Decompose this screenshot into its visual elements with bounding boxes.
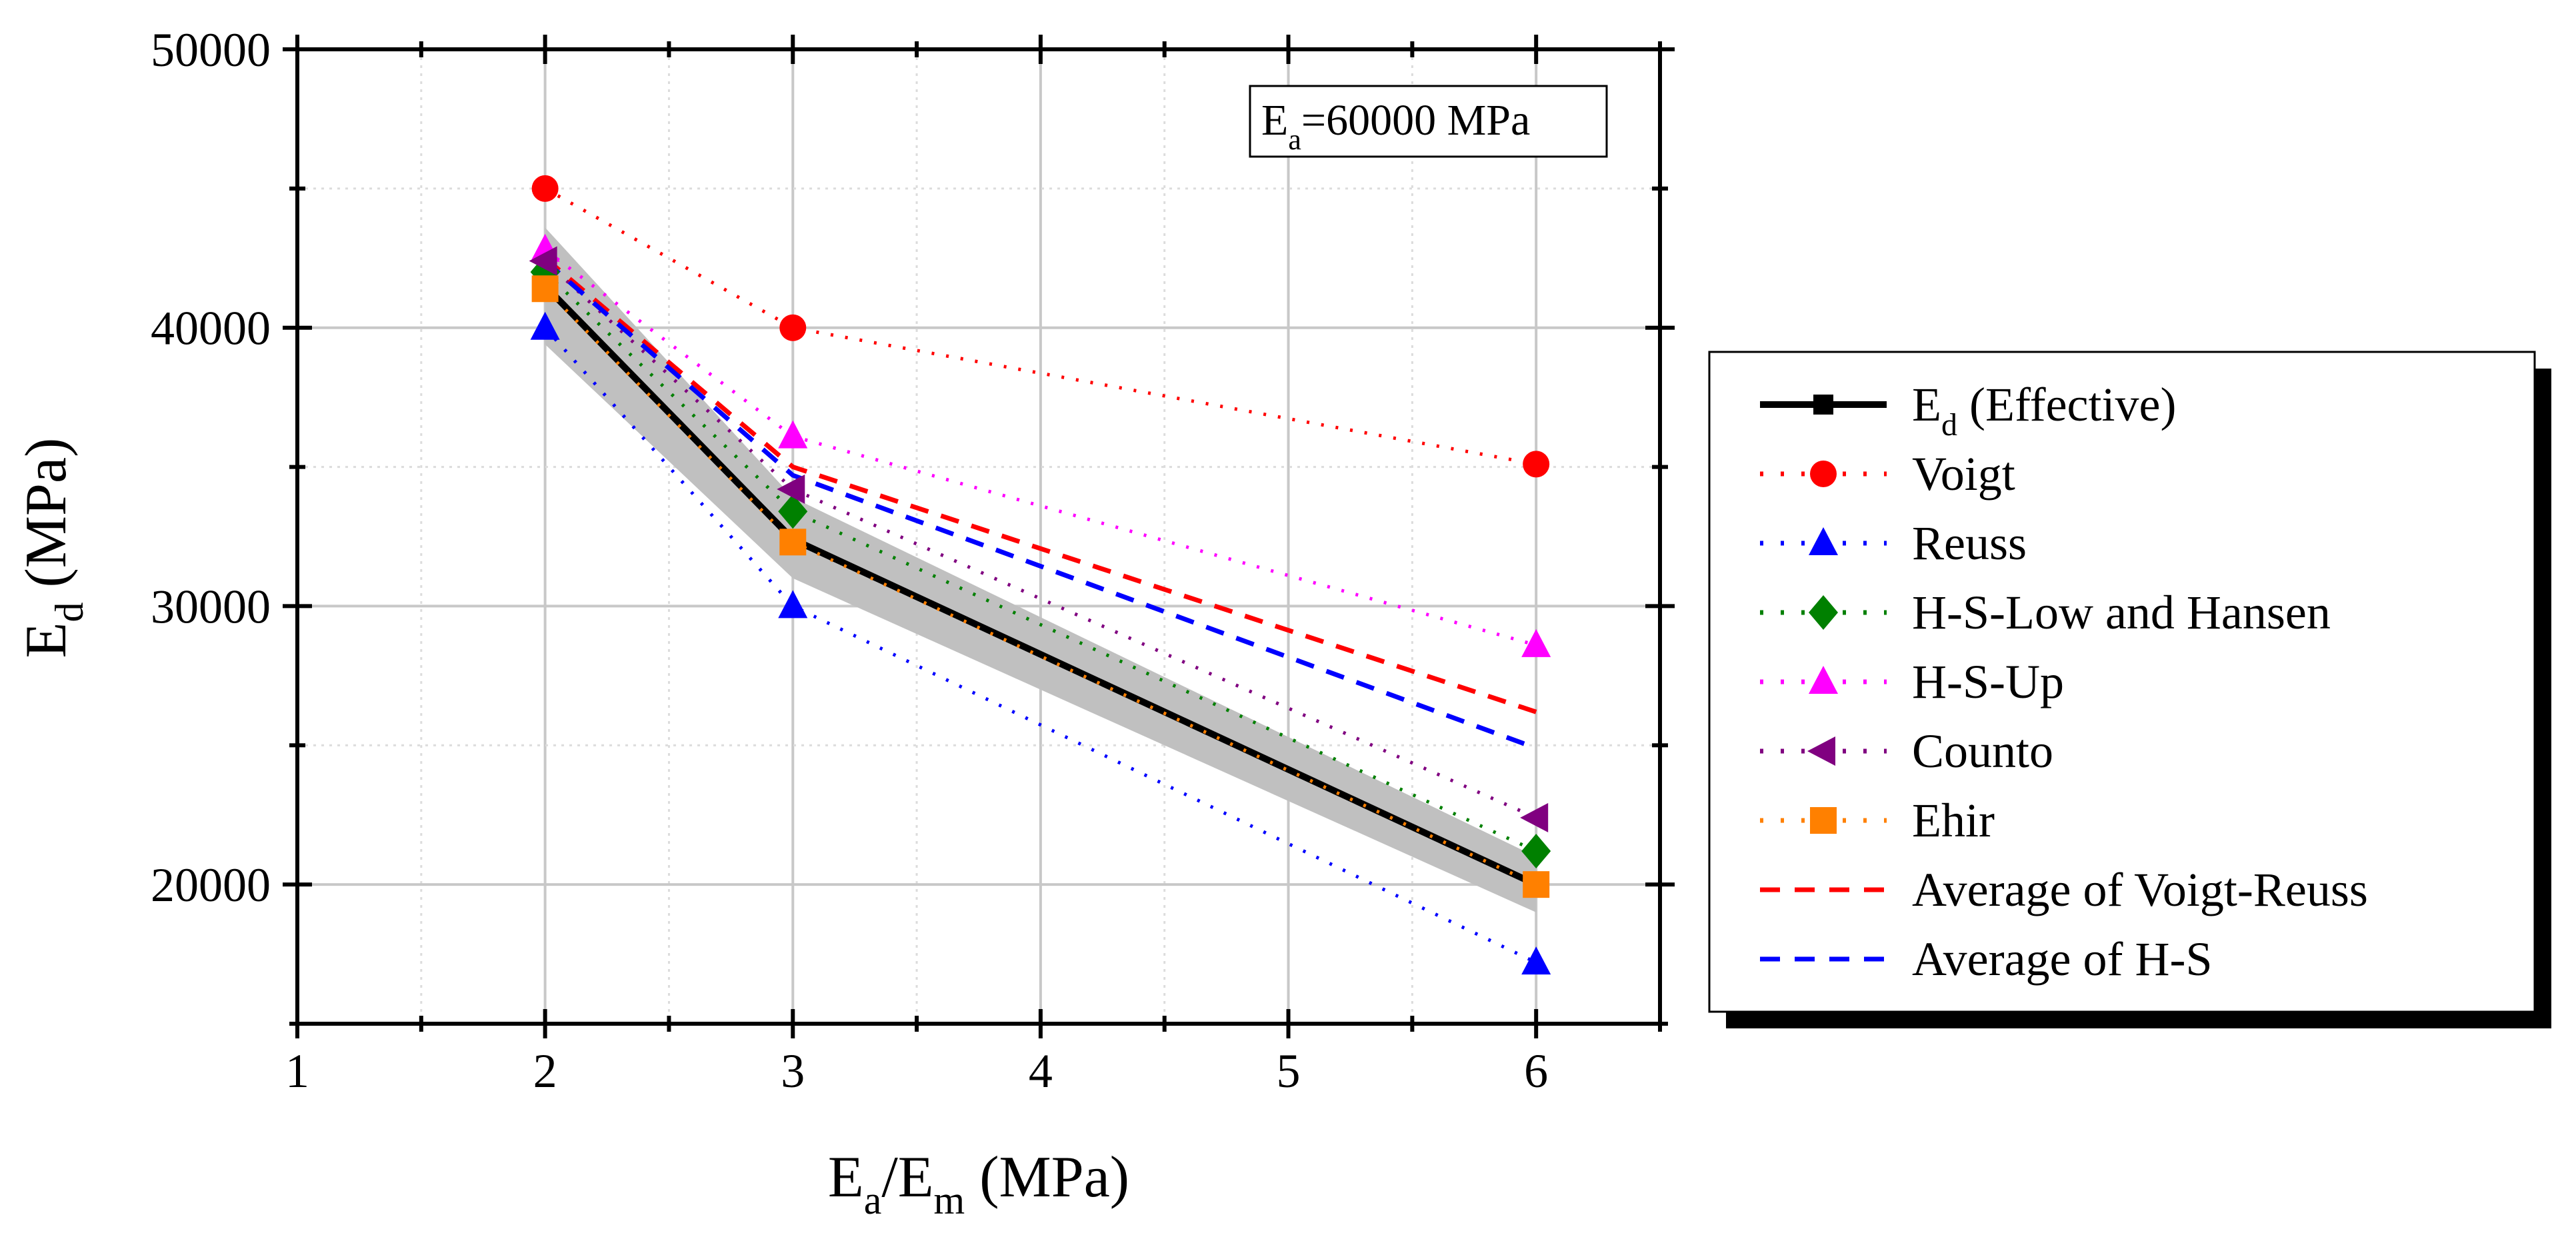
legend-marker-triangle-up-icon xyxy=(1809,527,1838,555)
grid xyxy=(296,48,1661,1025)
x-tick-label: 5 xyxy=(1277,1044,1301,1098)
legend-marker-diamond-icon xyxy=(1809,595,1838,630)
legend: Ed (Effective)Voigt Reuss H-S-Low and Hans… xyxy=(1708,351,2551,1028)
line-average-of-h-s xyxy=(543,259,1537,750)
axes xyxy=(283,35,1675,1038)
y-axis-label: Ed (MPa) xyxy=(14,438,91,658)
legend-label: H-S-Low and Hansen xyxy=(1912,586,2331,639)
y-tick-label: 50000 xyxy=(151,23,271,77)
series-markers xyxy=(529,175,1551,975)
point-counto xyxy=(777,474,805,504)
point-counto xyxy=(529,246,557,276)
legend-label: Ehir xyxy=(1912,794,1995,847)
point-voigt xyxy=(779,314,807,341)
y-tick-label: 40000 xyxy=(151,302,271,355)
x-tick-label: 6 xyxy=(1524,1044,1548,1098)
point-counto xyxy=(1520,802,1549,832)
x-tick-label: 3 xyxy=(781,1044,805,1098)
point-ehir xyxy=(779,529,807,556)
legend-label: Counto xyxy=(1912,724,2053,778)
legend-item: Voigt xyxy=(1760,447,2015,501)
line-average-of-voigt-reuss xyxy=(543,256,1537,714)
legend-label: Average of H-S xyxy=(1912,932,2213,986)
legend-item: H-S-Low and Hansen xyxy=(1760,586,2331,639)
legend-marker-triangle-up-icon xyxy=(1809,666,1838,694)
legend-marker-square-icon xyxy=(1813,395,1833,415)
legend-item: Ehir xyxy=(1760,794,1995,847)
point-reuss xyxy=(778,590,808,619)
x-tick-label: 1 xyxy=(285,1044,309,1098)
y-tick-label: 20000 xyxy=(151,858,271,912)
legend-item: Average of H-S xyxy=(1760,932,2213,986)
x-axis-label: Ea/Em (MPa) xyxy=(828,1145,1129,1222)
point-reuss xyxy=(530,311,560,340)
point-reuss xyxy=(1521,946,1551,975)
point-h-s-low-and-hansen xyxy=(778,494,808,529)
legend-marker-triangle-left-icon xyxy=(1807,736,1835,766)
point-h-s-up xyxy=(1521,628,1551,657)
point-h-s-up xyxy=(778,420,808,449)
legend-item: H-S-Up xyxy=(1760,655,2064,708)
annotation-text: Ea=60000 MPa xyxy=(1261,96,1530,156)
point-ehir xyxy=(1523,871,1550,898)
point-voigt xyxy=(531,175,559,202)
effective-range-band xyxy=(545,227,1537,912)
point-h-s-low-and-hansen xyxy=(1521,834,1551,869)
legend-item: Counto xyxy=(1760,724,2053,778)
legend-item: Reuss xyxy=(1760,517,2027,570)
legend-label: Reuss xyxy=(1912,517,2027,570)
plot-frame xyxy=(295,47,1662,1026)
legend-marker-square-icon xyxy=(1810,807,1837,834)
legend-label: H-S-Up xyxy=(1912,655,2064,708)
x-tick-label: 4 xyxy=(1029,1044,1053,1098)
legend-label: Average of Voigt-Reuss xyxy=(1912,863,2368,916)
x-tick-label: 2 xyxy=(533,1044,557,1098)
legend-label: Voigt xyxy=(1912,447,2015,501)
point-ehir xyxy=(531,275,559,303)
y-tick-label: 30000 xyxy=(151,580,271,633)
legend-item: Ed (Effective) xyxy=(1760,378,2176,443)
tick-labels: 1 2 3 4 5 6 20000 30000 40000 50000 xyxy=(151,23,1548,1098)
legend-label: Ed (Effective) xyxy=(1912,378,2176,443)
effective-band xyxy=(545,227,1537,912)
legend-marker-circle-icon xyxy=(1810,461,1837,487)
annotation-box: Ea=60000 MPa xyxy=(1249,85,1608,158)
legend-item: Average of Voigt-Reuss xyxy=(1760,863,2368,916)
legend-box xyxy=(1708,351,2536,1013)
point-voigt xyxy=(1523,451,1550,478)
